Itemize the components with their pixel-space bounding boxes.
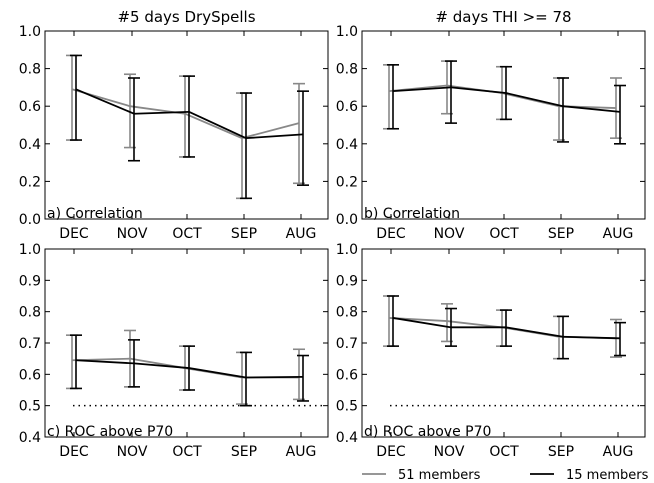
y-tick-label: 0.5 <box>336 399 358 415</box>
panel-title: #5 days DrySpells <box>117 8 255 26</box>
panel-3: 0.4 0.5 0.6 0.7 0.8 0.9 1.0 DEC NOV OCT SEP AUG c) R… <box>19 242 329 460</box>
y-tick-label: 0.0 <box>19 212 41 228</box>
line-segment <box>133 362 190 369</box>
x-tick-label-aug: AUG <box>286 444 317 460</box>
y-tick-label: 0.4 <box>19 430 41 446</box>
line-segment <box>245 375 304 379</box>
y-tick-label: 0.6 <box>19 99 41 115</box>
line-segment <box>450 86 507 94</box>
line-segment <box>562 105 621 113</box>
panel-annotation: c) ROC above P70 <box>47 424 173 440</box>
y-tick-label: 0.8 <box>336 62 358 78</box>
legend-label-15-members: 15 members <box>566 468 649 483</box>
x-tick-label-dec: DEC <box>376 226 406 242</box>
axes-frame <box>361 30 646 220</box>
y-tick-label: 0.8 <box>19 62 41 78</box>
y-tick-label: 0.9 <box>19 273 41 289</box>
y-tick-label: 0.7 <box>19 336 41 352</box>
x-tick-label-nov: NOV <box>434 444 465 460</box>
x-tick-label-sep: SEP <box>231 226 257 242</box>
y-tick-label: 0.4 <box>19 137 41 153</box>
x-tick-label-sep: SEP <box>548 226 574 242</box>
y-tick-label: 0.8 <box>19 305 41 321</box>
panel-annotation: a) Correlation <box>47 206 143 222</box>
series-15-members <box>387 60 626 145</box>
y-tick-label: 1.0 <box>19 242 41 258</box>
legend: 51 members 15 members <box>362 468 649 483</box>
line-segment <box>188 111 247 139</box>
line-segment <box>133 110 190 115</box>
line-segment <box>75 88 135 115</box>
y-tick-label: 0.2 <box>19 174 41 190</box>
line-segment <box>184 112 243 139</box>
y-tick-label: 1.0 <box>336 24 358 40</box>
y-tick-label: 0.7 <box>336 336 358 352</box>
y-tick-label: 0.8 <box>336 305 358 321</box>
panel-4: 0.4 0.5 0.6 0.7 0.8 0.9 1.0 DEC NOV OCT SEP AUG d) R… <box>336 242 646 460</box>
y-tick-label: 0.6 <box>336 99 358 115</box>
y-tick-label: 0.6 <box>336 367 358 383</box>
panel-title: # days THI >= 78 <box>435 8 571 26</box>
line-segment <box>505 92 564 108</box>
x-tick-label-dec: DEC <box>59 444 89 460</box>
x-tick-label-sep: SEP <box>548 444 574 460</box>
x-tick-label-oct: OCT <box>489 444 519 460</box>
x-tick-label-nov: NOV <box>434 226 465 242</box>
line-segment <box>392 86 452 93</box>
x-tick-label-aug: AUG <box>603 444 634 460</box>
x-tick-label-dec: DEC <box>376 444 406 460</box>
x-tick-label-aug: AUG <box>603 226 634 242</box>
panel-2: # days THI >= 78 0.0 0.2 0.4 0.6 0.8 1.0 DEC NOV… <box>336 8 646 242</box>
line-segment <box>446 320 503 329</box>
line-segment <box>245 133 304 140</box>
series-15-members <box>70 54 309 200</box>
line-segment <box>392 317 452 329</box>
y-tick-label: 1.0 <box>336 242 358 258</box>
panels: #5 days DrySpells 0.0 0.2 0.4 0.6 0.8 1.0 DEC NO… <box>19 8 646 460</box>
y-tick-label: 0.2 <box>336 174 358 190</box>
x-tick-label-oct: OCT <box>172 444 202 460</box>
x-tick-label-aug: AUG <box>286 226 317 242</box>
line-segment <box>505 326 564 338</box>
y-tick-label: 0.4 <box>336 430 358 446</box>
axes-frame <box>44 30 329 220</box>
x-tick-label-sep: SEP <box>231 444 257 460</box>
series-15-members <box>70 334 309 407</box>
panel-1: #5 days DrySpells 0.0 0.2 0.4 0.6 0.8 1.0 DEC NO… <box>19 8 329 242</box>
y-tick-label: 0.4 <box>336 137 358 153</box>
y-tick-label: 0.0 <box>336 212 358 228</box>
legend-label-51-members: 51 members <box>398 468 481 483</box>
line-segment <box>562 335 621 340</box>
series-51-members <box>383 60 622 141</box>
series-15-members <box>387 295 626 360</box>
panel-annotation: d) ROC above P70 <box>364 424 491 440</box>
line-segment <box>75 359 135 365</box>
y-tick-label: 0.6 <box>19 367 41 383</box>
x-tick-label-dec: DEC <box>59 226 89 242</box>
x-tick-label-nov: NOV <box>117 444 148 460</box>
line-segment <box>241 122 300 140</box>
axes-frame <box>361 248 646 438</box>
x-tick-label-oct: OCT <box>489 226 519 242</box>
line-segment <box>188 367 247 379</box>
x-tick-label-oct: OCT <box>172 226 202 242</box>
panel-annotation: b) Correlation <box>364 206 460 222</box>
y-tick-label: 1.0 <box>19 24 41 40</box>
y-tick-label: 0.9 <box>336 273 358 289</box>
x-tick-label-nov: NOV <box>117 226 148 242</box>
y-tick-label: 0.5 <box>19 399 41 415</box>
axes-frame <box>44 248 329 438</box>
